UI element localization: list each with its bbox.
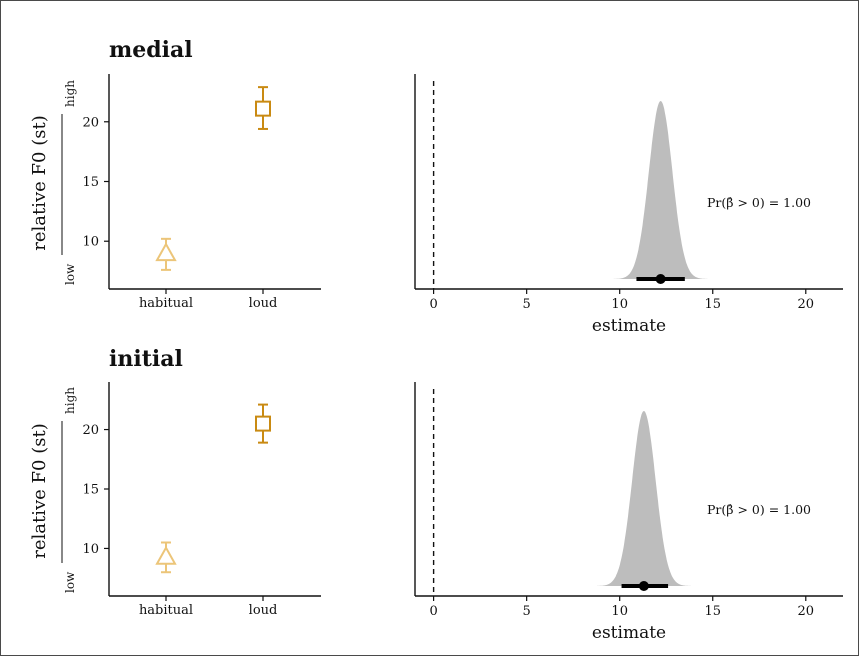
y-ticks: 10 15 20 (82, 115, 109, 250)
point-loud (255, 403, 271, 444)
triangle-icon (155, 545, 177, 565)
posterior-density (613, 101, 708, 279)
y-axis-label: relative F0 (st) (29, 115, 50, 250)
x-tick-label: 0 (429, 604, 437, 619)
x-tick-label-loud: loud (249, 603, 278, 618)
data-points (155, 86, 271, 271)
x-axis-label: estimate (592, 623, 666, 643)
y-label-high: high (63, 80, 77, 107)
x-categories: habitual loud (139, 596, 277, 618)
x-tick-label: 10 (611, 297, 628, 312)
x-tick-label-loud: loud (249, 296, 278, 311)
probability-annotation: Pr(β̂ > 0) = 1.00 (707, 502, 811, 517)
points-chart-initial: 10 15 20 relative F0 (st) low high habit… (29, 382, 321, 618)
point-loud (255, 86, 271, 130)
y-label-low: low (63, 263, 77, 285)
square-icon (255, 100, 271, 117)
probability-annotation: Pr(β̂ > 0) = 1.00 (707, 195, 811, 210)
x-tick-label: 20 (798, 297, 815, 312)
posterior-density (597, 411, 691, 586)
x-tick-label: 10 (611, 604, 628, 619)
x-tick-label-habitual: habitual (139, 603, 193, 618)
x-tick-label: 5 (523, 604, 531, 619)
panel-title-medial: medial (109, 37, 193, 63)
x-tick-label: 5 (523, 297, 531, 312)
y-label-low: low (63, 571, 77, 593)
y-tick-label: 15 (82, 483, 99, 498)
y-tick-label: 10 (82, 235, 99, 250)
x-axis-label: estimate (592, 316, 666, 336)
x-tick-label: 15 (704, 604, 721, 619)
point-habitual (155, 237, 177, 271)
y-tick-label: 15 (82, 175, 99, 190)
y-tick-label: 20 (82, 423, 99, 438)
data-points (155, 403, 271, 574)
x-ticks: 0 5 10 15 20 (429, 289, 814, 312)
point-habitual (155, 541, 177, 574)
x-tick-label: 20 (798, 604, 815, 619)
x-ticks: 0 5 10 15 20 (429, 596, 814, 619)
panel-medial: medial 10 15 20 relative F0 (st) low hig… (29, 37, 843, 336)
posterior-chart-initial: 0 5 10 15 20 estimate Pr(β̂ > 0) = 1.00 (414, 382, 843, 643)
panel-initial: initial 10 15 20 relative F0 (st) low hi… (29, 346, 843, 643)
x-tick-label: 15 (704, 297, 721, 312)
square-icon (255, 415, 271, 432)
y-tick-label: 10 (82, 542, 99, 557)
panel-title-initial: initial (109, 346, 183, 372)
x-tick-label-habitual: habitual (139, 296, 193, 311)
triangle-icon (155, 242, 177, 262)
y-ticks: 10 15 20 (82, 423, 109, 557)
x-categories: habitual loud (139, 289, 277, 311)
posterior-chart-medial: 0 5 10 15 20 estimate Pr(β̂ > 0) = 1.00 (414, 74, 843, 336)
point-estimate (638, 581, 649, 591)
y-tick-label: 20 (82, 115, 99, 130)
y-axis-label: relative F0 (st) (29, 423, 50, 558)
y-label-high: high (63, 387, 77, 414)
points-chart-medial: 10 15 20 relative F0 (st) low high habit… (29, 74, 321, 311)
point-estimate (655, 274, 666, 284)
x-tick-label: 0 (429, 297, 437, 312)
